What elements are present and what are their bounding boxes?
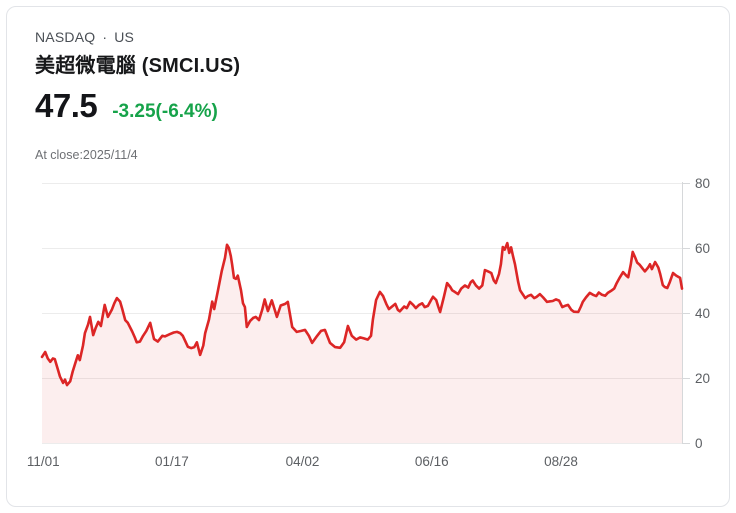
y-tick-label: 80 [695,176,710,191]
exchange-row: NASDAQ · US [35,29,134,45]
price-value: 47.5 [35,87,98,124]
y-tick-label: 60 [695,241,710,256]
x-tick-label: 11/01 [27,454,60,469]
stock-title: 美超微電腦 (SMCI.US) [35,55,241,77]
x-tick-label: 06/16 [415,454,449,469]
x-tick-label: 04/02 [286,454,320,469]
x-tick-label: 08/28 [544,454,578,469]
price-change: -3.25(-6.4%) [112,101,218,122]
close-time-note: At close:2025/11/4 [35,148,138,162]
region-label: US [114,29,135,45]
y-tick-label: 40 [695,306,710,321]
x-tick-label: 01/17 [155,454,189,469]
exchange-label: NASDAQ [35,29,96,45]
chart-line [40,241,684,387]
quote-card: NASDAQ · US 美超微電腦 (SMCI.US) 47.5 -3.25(-… [6,6,730,507]
y-tick-label: 20 [695,371,710,386]
chart-area-fill [42,243,682,443]
price-row: 47.5 -3.25(-6.4%) [35,89,218,122]
separator-dot: · [102,29,108,45]
y-tick-label: 0 [695,436,703,451]
